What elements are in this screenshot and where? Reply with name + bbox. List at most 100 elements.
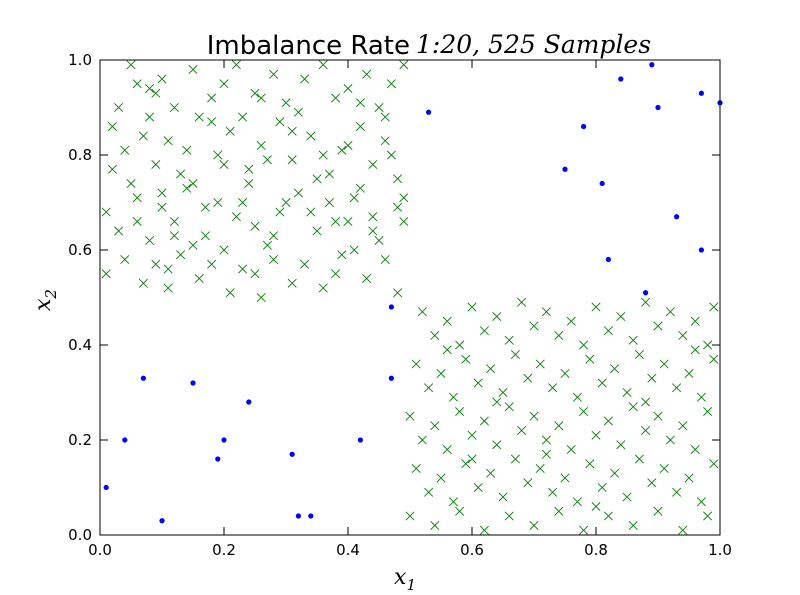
x-marker-point bbox=[324, 197, 334, 208]
x-marker-point bbox=[324, 169, 334, 179]
plot-marks bbox=[101, 60, 723, 535]
x-marker-point bbox=[188, 64, 198, 75]
x-marker-point bbox=[541, 435, 551, 445]
x-marker-point bbox=[603, 511, 613, 521]
dot-marker-point bbox=[190, 380, 196, 386]
x-marker-point bbox=[194, 273, 204, 284]
x-marker-point bbox=[603, 416, 613, 426]
x-marker-point bbox=[709, 302, 719, 312]
x-marker-point bbox=[628, 335, 638, 345]
x-marker-point bbox=[368, 212, 378, 222]
x-marker-point bbox=[157, 202, 167, 212]
x-marker-point bbox=[225, 288, 235, 298]
x-marker-point bbox=[535, 359, 545, 369]
x-marker-point bbox=[132, 79, 142, 89]
x-marker-point bbox=[318, 150, 328, 160]
x-marker-point bbox=[169, 102, 179, 113]
x-marker-point bbox=[560, 368, 570, 379]
x-marker-point bbox=[424, 383, 434, 393]
y-axis-label-base: x bbox=[31, 298, 56, 311]
x-marker-point bbox=[244, 178, 254, 189]
x-marker-point bbox=[591, 430, 601, 440]
x-marker-point bbox=[411, 463, 421, 474]
x-marker-point bbox=[114, 102, 124, 113]
x-marker-point bbox=[622, 387, 632, 398]
x-marker-point bbox=[231, 60, 241, 70]
x-marker-point bbox=[554, 506, 564, 516]
x-marker-point bbox=[541, 449, 551, 459]
x-marker-point bbox=[231, 212, 241, 222]
x-marker-point bbox=[182, 145, 192, 155]
x-marker-point bbox=[219, 159, 229, 170]
x-marker-point bbox=[448, 392, 458, 402]
x-marker-point bbox=[684, 473, 694, 483]
x-marker-point bbox=[467, 302, 477, 312]
x-marker-point bbox=[399, 216, 409, 227]
x-marker-point bbox=[572, 497, 582, 507]
x-marker-point bbox=[411, 359, 421, 369]
y-tick-label: 0.8 bbox=[68, 146, 92, 164]
x-marker-point bbox=[641, 297, 651, 307]
x-marker-point bbox=[349, 245, 359, 255]
x-marker-point bbox=[374, 102, 384, 113]
y-tick-label: 0.4 bbox=[68, 336, 92, 354]
dot-marker-point bbox=[605, 256, 612, 263]
x-marker-point bbox=[696, 392, 706, 402]
dot-marker-point bbox=[698, 247, 705, 253]
x-marker-point bbox=[393, 288, 403, 298]
x-marker-point bbox=[194, 112, 204, 122]
dot-marker-point bbox=[388, 304, 394, 310]
x-marker-point bbox=[690, 444, 700, 455]
x-marker-point bbox=[349, 193, 359, 203]
x-marker-point bbox=[300, 259, 310, 269]
x-marker-point bbox=[287, 126, 297, 136]
x-marker-point bbox=[678, 421, 688, 431]
x-marker-point bbox=[312, 174, 322, 184]
x-marker-point bbox=[238, 112, 248, 122]
dot-marker-point bbox=[562, 166, 568, 172]
x-marker-point bbox=[169, 231, 179, 241]
x-axis-label: x1 bbox=[394, 565, 416, 594]
x-marker-point bbox=[250, 88, 260, 98]
y-axis-label: x2 bbox=[31, 289, 60, 311]
x-marker-point bbox=[467, 430, 477, 440]
chart-title-math: 1:20, 525 Samples bbox=[416, 30, 651, 59]
dot-marker-point bbox=[289, 451, 295, 457]
x-marker-point bbox=[492, 440, 502, 450]
x-marker-point bbox=[207, 93, 217, 103]
x-marker-point bbox=[244, 164, 254, 174]
x-marker-point bbox=[269, 69, 279, 79]
x-marker-point bbox=[107, 164, 117, 174]
x-marker-point bbox=[709, 459, 719, 469]
x-marker-point bbox=[107, 121, 117, 132]
x-tick-label: 0.8 bbox=[584, 541, 608, 559]
dot-marker-point bbox=[215, 456, 221, 462]
x-marker-point bbox=[393, 174, 403, 184]
x-marker-point bbox=[523, 478, 533, 488]
x-marker-point bbox=[151, 88, 161, 98]
x-marker-point bbox=[442, 444, 452, 455]
dot-marker-point bbox=[426, 109, 432, 115]
x-marker-point bbox=[269, 254, 279, 265]
x-marker-point bbox=[182, 183, 192, 193]
x-marker-point bbox=[653, 321, 663, 331]
x-marker-point bbox=[678, 330, 688, 341]
x-marker-point bbox=[386, 79, 396, 89]
x-marker-point bbox=[436, 473, 446, 483]
x-marker-point bbox=[504, 402, 514, 412]
x-marker-point bbox=[585, 459, 595, 469]
x-marker-point bbox=[566, 444, 576, 455]
x-marker-point bbox=[690, 316, 700, 326]
x-marker-point bbox=[492, 397, 502, 407]
x-marker-point bbox=[281, 197, 291, 208]
y-axis-label-sub: 2 bbox=[42, 289, 60, 300]
x-marker-point bbox=[250, 269, 260, 279]
dot-marker-point bbox=[643, 290, 649, 296]
x-marker-point bbox=[176, 169, 186, 179]
x-marker-point bbox=[151, 259, 161, 269]
x-marker-point bbox=[684, 368, 694, 379]
x-marker-point bbox=[616, 440, 626, 450]
x-marker-point bbox=[256, 93, 266, 103]
x-tick-label: 0.0 bbox=[88, 541, 112, 559]
x-marker-point bbox=[238, 264, 248, 274]
